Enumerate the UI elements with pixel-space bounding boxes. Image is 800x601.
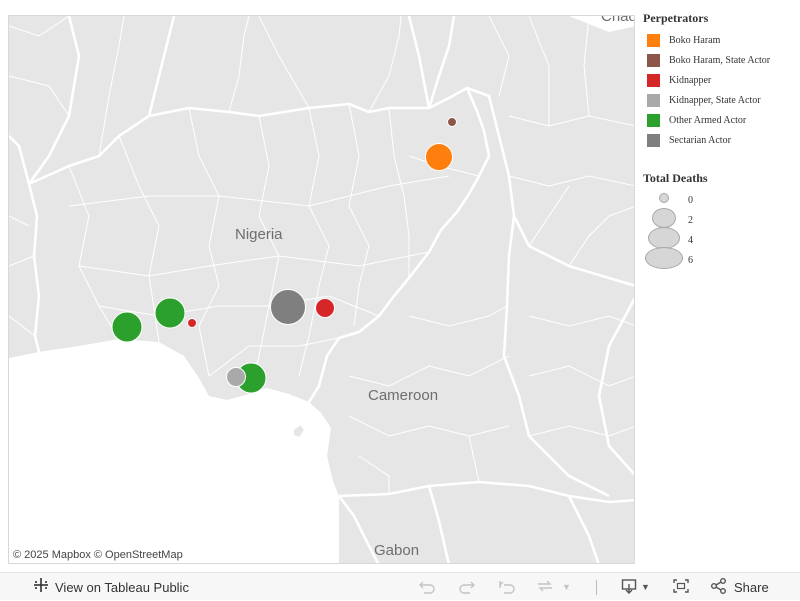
legend-label: Other Armed Actor — [669, 114, 747, 126]
revert-icon — [498, 578, 516, 597]
size-label: 2 — [688, 215, 693, 226]
size-label: 0 — [688, 195, 693, 206]
refresh-icon — [536, 578, 554, 597]
toolbar-divider — [596, 580, 597, 595]
legend-item[interactable]: Boko Haram, State Actor — [643, 50, 793, 70]
size-circle — [659, 193, 669, 203]
map-canvas — [9, 16, 634, 563]
legend-label: Boko Haram, State Actor — [669, 54, 771, 66]
perpetrators-legend: Perpetrators Boko Haram Boko Haram, Stat… — [643, 11, 793, 150]
legend-item[interactable]: Boko Haram — [643, 30, 793, 50]
size-legend-item: 0 — [643, 190, 793, 210]
country-label-cameroon: Cameroon — [368, 387, 439, 404]
state-borders — [9, 16, 634, 494]
ocean — [9, 339, 339, 563]
share-icon — [710, 577, 728, 597]
redo-button[interactable] — [458, 573, 476, 601]
legend-item[interactable]: Other Armed Actor — [643, 110, 793, 130]
legend-swatch — [647, 133, 660, 147]
map-marker[interactable] — [187, 318, 197, 328]
fullscreen-icon — [672, 578, 690, 597]
legend-label: Boko Haram — [669, 34, 721, 46]
legend-swatch — [647, 113, 660, 127]
revert-button[interactable] — [498, 573, 516, 601]
pause-updates-button[interactable]: ▼ — [536, 573, 571, 601]
tableau-toolbar: View on Tableau Public ▼ ▼ — [0, 572, 800, 600]
size-circle — [645, 247, 683, 269]
map-marker[interactable] — [226, 367, 246, 387]
legend-label: Sectarian Actor — [669, 134, 731, 146]
tableau-logo-icon — [33, 577, 49, 598]
country-label-nigeria: Nigeria — [235, 226, 283, 243]
markers-layer — [111, 117, 457, 394]
map-marker[interactable] — [154, 297, 186, 329]
legend-swatch — [647, 93, 660, 107]
legend-label: Kidnapper — [669, 74, 712, 86]
view-on-tableau-public-label: View on Tableau Public — [55, 579, 189, 595]
map-marker[interactable] — [111, 311, 143, 343]
redo-icon — [458, 578, 476, 597]
legend-item[interactable]: Kidnapper — [643, 70, 793, 90]
undo-button[interactable] — [418, 573, 436, 601]
size-legend-item: 6 — [643, 247, 793, 270]
map-marker[interactable] — [425, 143, 453, 171]
size-circle — [652, 208, 676, 228]
view-on-tableau-public-link[interactable]: View on Tableau Public — [33, 573, 189, 601]
legend-item[interactable]: Kidnapper, State Actor — [643, 90, 793, 110]
map-marker[interactable] — [447, 117, 457, 127]
fullscreen-button[interactable] — [672, 573, 690, 601]
legend-item[interactable]: Sectarian Actor — [643, 130, 793, 150]
legend-title: Perpetrators — [643, 11, 709, 25]
country-label-chad: Chad — [601, 15, 635, 25]
chevron-down-icon: ▼ — [562, 582, 571, 592]
island — [292, 422, 307, 440]
undo-icon — [418, 578, 436, 597]
map-view[interactable]: Nigeria Cameroon Gabon Chad © 2025 Mapbo… — [8, 15, 635, 564]
share-button[interactable]: Share — [710, 573, 769, 601]
size-label: 4 — [688, 235, 693, 246]
legend-swatch — [647, 53, 660, 67]
legend-label: Kidnapper, State Actor — [669, 94, 761, 106]
map-attribution[interactable]: © 2025 Mapbox © OpenStreetMap — [13, 549, 183, 561]
size-label: 6 — [688, 255, 693, 266]
map-marker[interactable] — [315, 298, 335, 318]
size-circle — [648, 227, 680, 249]
download-icon — [621, 578, 639, 597]
chevron-down-icon: ▼ — [641, 582, 650, 592]
share-label: Share — [734, 579, 769, 595]
download-button[interactable]: ▼ — [621, 573, 650, 601]
total-deaths-legend: Total Deaths 0 2 4 6 — [643, 171, 793, 270]
map-marker[interactable] — [270, 289, 306, 325]
legend-swatch — [647, 33, 660, 47]
legend-swatch — [647, 73, 660, 87]
country-label-gabon: Gabon — [374, 542, 420, 559]
size-legend-title: Total Deaths — [643, 171, 708, 185]
lake-chad — [569, 16, 634, 32]
